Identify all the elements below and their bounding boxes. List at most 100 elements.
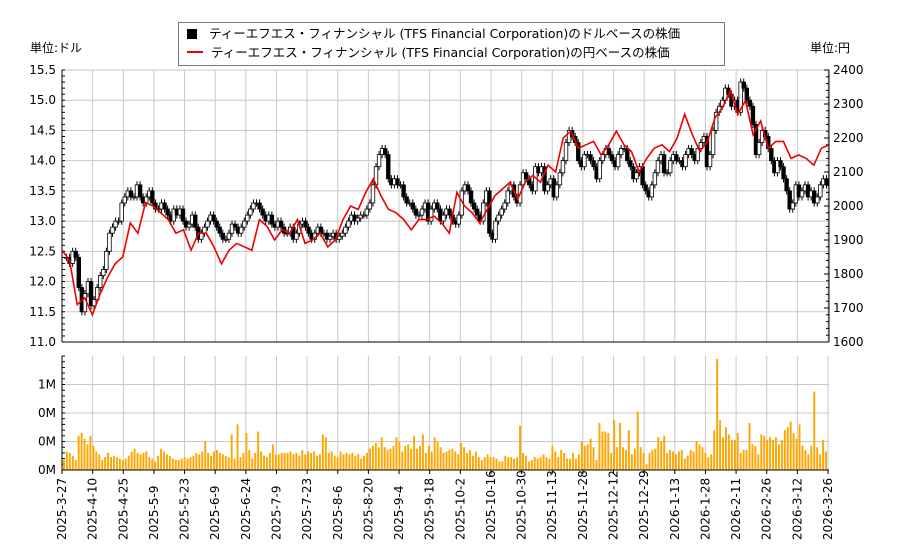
candle-body: [563, 142, 569, 162]
candle-body: [278, 220, 284, 228]
volume-bar: [104, 457, 107, 470]
volume-bar: [218, 452, 221, 470]
volume-bar: [386, 450, 389, 470]
volume-bar: [477, 457, 480, 470]
candle-body: [180, 208, 186, 222]
volume-bar: [177, 460, 180, 470]
volume-bar: [675, 454, 677, 470]
volume-bar: [224, 455, 227, 470]
volume-bar: [448, 450, 451, 470]
volume-bar: [627, 430, 630, 470]
volume-bar: [783, 430, 786, 470]
volume-bar: [416, 448, 418, 470]
candle-body: [386, 154, 391, 180]
volume-bar: [530, 460, 533, 470]
volume-bar: [601, 431, 604, 470]
volume-bar: [180, 458, 183, 470]
left-tick-label: 13.5: [29, 184, 56, 198]
candle-body: [229, 223, 235, 234]
candle-body: [101, 269, 106, 276]
candle-body: [799, 190, 805, 198]
volume-bar: [624, 450, 627, 470]
x-tick-label: 2025-5-9: [147, 486, 161, 540]
volume-bar: [204, 441, 207, 470]
candle-body: [104, 250, 109, 270]
volume-bar: [689, 450, 692, 470]
volume-bar: [763, 435, 766, 470]
volume-bar: [630, 454, 633, 470]
x-tick-label: 2025-9-4: [392, 486, 406, 540]
candle-body: [787, 190, 792, 210]
volume-bar: [154, 461, 157, 470]
volume-bar: [619, 422, 622, 470]
candle-body: [600, 154, 605, 162]
candle-body: [576, 142, 581, 162]
candle-body: [410, 202, 415, 210]
volume-bar: [398, 441, 401, 470]
candle-body: [76, 256, 81, 288]
candle-body: [116, 220, 121, 223]
volume-bar: [421, 434, 424, 470]
volume-bar: [516, 457, 519, 470]
volume-bar: [789, 421, 792, 470]
candle-body: [674, 154, 679, 162]
volume-bar: [80, 432, 83, 470]
volume-bar: [633, 448, 636, 470]
volume-bar: [474, 451, 477, 470]
candle-body: [628, 160, 633, 168]
volume-bar: [792, 432, 795, 470]
volume-bar: [736, 432, 739, 470]
volume-bar: [171, 458, 174, 470]
candle-body: [435, 202, 440, 210]
volume-bar: [142, 452, 145, 470]
volume-bar: [595, 460, 598, 470]
candle-body: [211, 214, 216, 222]
volume-bar: [713, 430, 716, 470]
volume-bar: [198, 454, 201, 470]
candle-body: [113, 220, 118, 228]
volume-bar: [686, 455, 689, 470]
candle-body: [303, 220, 308, 228]
volume-bar: [333, 455, 336, 470]
candle-body: [364, 208, 370, 216]
volume-bar: [577, 454, 580, 470]
left-tick-label: 11.0: [29, 335, 56, 349]
volume-bar: [427, 445, 430, 470]
candle-body: [545, 184, 550, 192]
volume-bar: [380, 437, 383, 470]
x-tick-label: 2025-12-12: [607, 470, 621, 540]
volume-bar: [498, 461, 501, 470]
right-axis-unit: 単位:円: [810, 41, 851, 55]
x-tick-label: 2026-2-26: [760, 478, 774, 540]
volume-bar: [451, 448, 454, 470]
right-tick-label: 2100: [833, 165, 864, 179]
volume-bar: [677, 451, 680, 470]
candle-body: [248, 208, 253, 216]
volume-bar: [766, 440, 769, 470]
volume-bar: [748, 422, 751, 470]
candle-body: [98, 275, 103, 288]
x-tick-label: 2026-3-26: [821, 478, 835, 540]
volume-bar: [298, 455, 301, 470]
candle-body: [346, 220, 351, 228]
volume-bar: [439, 447, 442, 470]
candle-body: [523, 172, 529, 180]
volume-bar: [580, 441, 583, 470]
volume-bar: [642, 452, 645, 470]
volume-bar: [510, 457, 513, 470]
volume-bar: [127, 455, 130, 470]
volume-bar: [825, 451, 827, 470]
volume-bar: [786, 427, 789, 470]
volume-bar: [354, 455, 357, 470]
candle-body: [428, 208, 434, 222]
volume-bar: [742, 450, 745, 470]
x-tick-label: 2026-2-11: [729, 478, 743, 540]
volume-bar: [280, 452, 283, 470]
volume-bar: [419, 445, 421, 470]
volume-bar: [321, 434, 324, 470]
volume-bar: [401, 451, 404, 470]
volume-bar: [248, 450, 251, 470]
volume-bar: [463, 447, 466, 470]
volume-bar: [130, 451, 133, 470]
